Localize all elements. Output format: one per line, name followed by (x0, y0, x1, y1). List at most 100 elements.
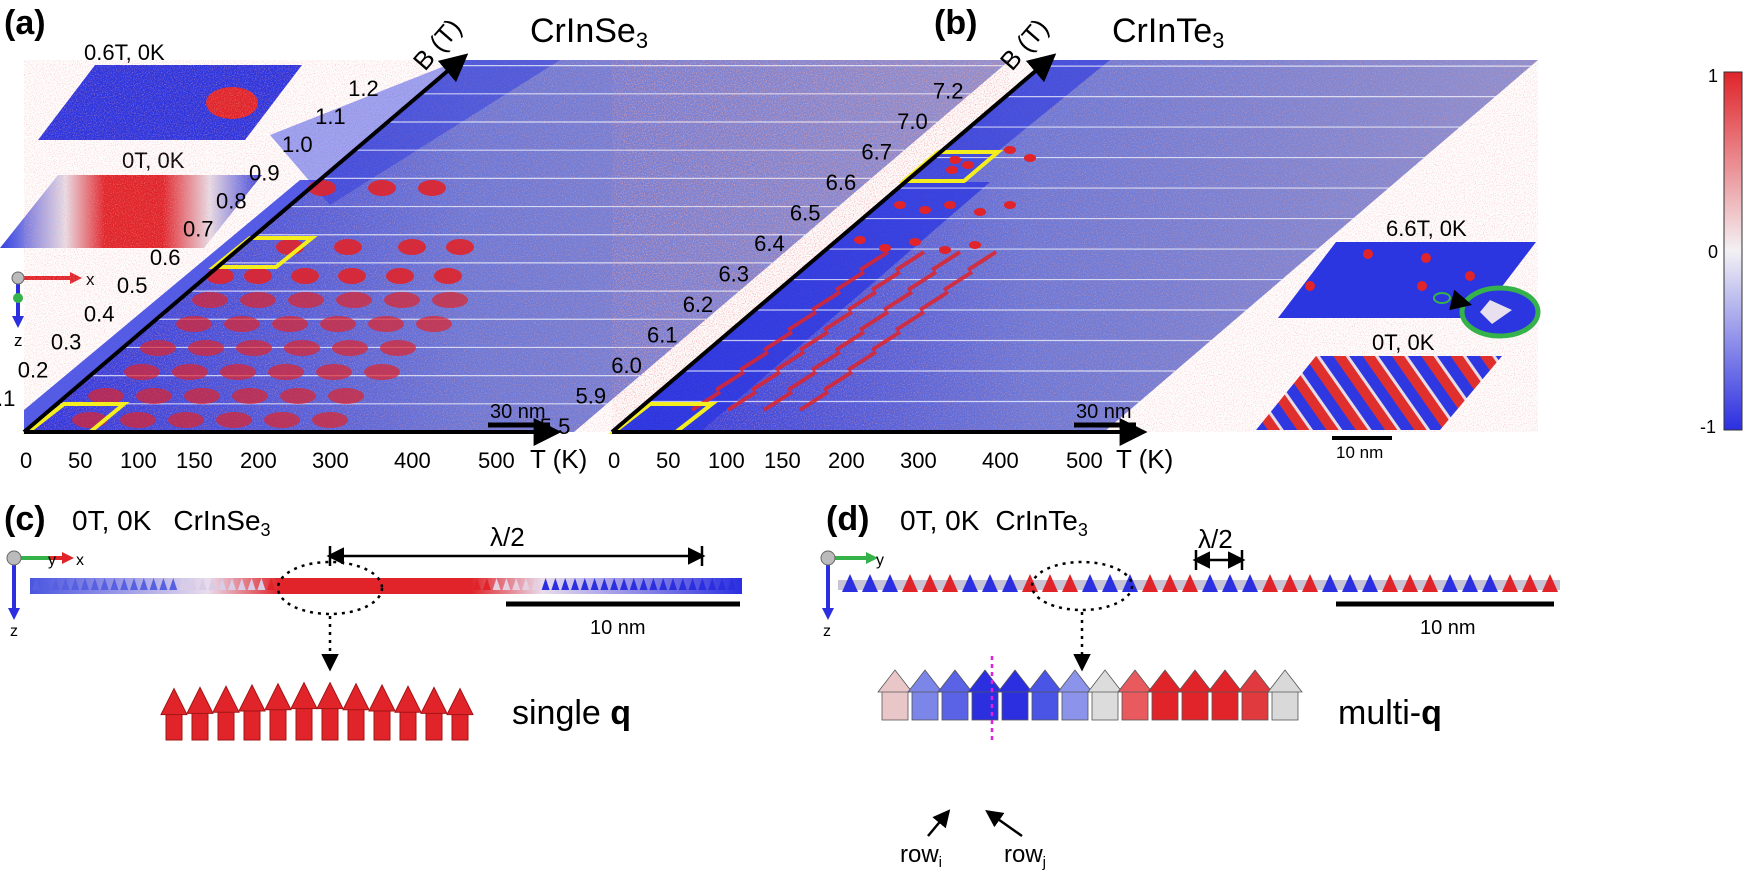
t-tick-b-0: 0 (608, 448, 620, 473)
t-tick-a-6: 400 (394, 448, 431, 473)
axis-icon-d: y z (820, 550, 884, 640)
panel-a-title: CrInSe3 (530, 12, 648, 53)
skyrmion-b-6 (919, 206, 931, 214)
b-tick-a-4: 0.4 (84, 301, 115, 326)
skyrmion-b-4 (1024, 154, 1036, 162)
skyrmion-a-1 (368, 180, 396, 196)
zoom-d-block-10 (1181, 689, 1209, 721)
inset-a-bottom-label: 0T, 0K (122, 148, 185, 173)
spin-chain-d (838, 580, 1560, 590)
zoom-d-block-12 (1241, 689, 1269, 721)
t-axis-label-a: T (K) (530, 444, 587, 474)
panel-c-label: (c) (4, 500, 46, 538)
b-tick-b-4: 6.2 (683, 292, 714, 317)
row-i-label: rowi (900, 841, 942, 871)
skyrmion-a-5 (398, 239, 426, 255)
b-tick-a-7: 0.7 (183, 217, 214, 242)
panel-b-title: CrInTe3 (1112, 12, 1224, 53)
zoom-c-shaft-2 (217, 709, 235, 741)
panel-b-label: (b) (934, 4, 977, 42)
b-tick-b-8: 6.6 (826, 170, 857, 195)
inset-b-bottom-label: 0T, 0K (1372, 330, 1435, 355)
zoom-d-block-7 (1091, 689, 1119, 721)
lambda-d: λ/2 (1198, 524, 1233, 554)
zoom-caption-d: multi-q (1338, 694, 1442, 732)
skyrmion-a-12 (434, 268, 462, 284)
b-tick-a-11: 1.1 (315, 104, 346, 129)
zoom-d-block-4 (1001, 689, 1029, 721)
inset-b-skyrmion-1 (1421, 253, 1431, 263)
zoom-c-head-10 (420, 686, 448, 714)
skyrmion-b-12 (909, 238, 921, 246)
svg-text:x: x (76, 552, 84, 569)
b-tick-a-12: 1.2 (348, 76, 379, 101)
zoom-c-head-11 (446, 687, 474, 716)
skyrmion-b-10 (854, 236, 866, 244)
zoom-c-head-8 (368, 683, 396, 712)
skyrmion-b-8 (974, 208, 986, 216)
skyrmion-a-6 (446, 239, 474, 255)
scale-bar-b-label: 30 nm (1076, 401, 1132, 423)
zoom-c-head-5 (290, 681, 318, 710)
zoom-c-shaft-5 (295, 706, 313, 741)
skyrmion-a-2 (418, 180, 446, 196)
inset-a-top-label: 0.6T, 0K (84, 40, 165, 65)
zoom-d-block-5 (1031, 689, 1059, 721)
scale-bar-a-label: 30 nm (490, 401, 546, 423)
t-tick-a-0: 0 (20, 448, 32, 473)
zoom-d-block-3 (971, 689, 999, 721)
t-tick-b-6: 400 (982, 448, 1019, 473)
zoom-c-head-1 (186, 686, 214, 714)
b-axis-a (22, 53, 469, 434)
b-tick-a-8: 0.8 (216, 189, 247, 214)
zoom-caption-c: single q (512, 694, 631, 732)
inset-b-scale-label: 10 nm (1336, 443, 1383, 462)
inset-b-skyrmion-4 (1305, 281, 1315, 291)
zoom-d-block-2 (941, 689, 969, 721)
skyrmion-b-11 (879, 244, 891, 252)
b-tick-a-2: 0.2 (18, 358, 49, 383)
zoom-c-head-3 (238, 683, 266, 712)
zoom-c-head-6 (316, 681, 344, 710)
b-tick-b-10: 7.0 (897, 109, 928, 134)
t-tick-a-1: 50 (68, 448, 92, 473)
t-tick-b-3: 150 (764, 448, 801, 473)
zoom-region-c (276, 560, 384, 616)
skyrmion-b-5 (894, 201, 906, 209)
skyrmion-b-2 (946, 166, 958, 174)
zoom-d-block-1 (911, 689, 939, 721)
inset-b-stripes (1256, 356, 1502, 430)
inset-b-skyrmion-2 (1465, 271, 1475, 281)
inset-a-skyrmion (38, 65, 302, 140)
skyrmion-a-11 (386, 268, 414, 284)
skyrmion-b-14 (969, 241, 981, 249)
t-axis-label-b: T (K) (1116, 444, 1173, 474)
b-tick-a-1: 0.1 (0, 386, 15, 411)
zoom-c-shaft-3 (243, 708, 261, 741)
colorbar (1723, 71, 1743, 431)
colorbar-mid: 0 (1708, 242, 1718, 262)
svg-text:z: z (14, 331, 23, 350)
panel-d-label: (d) (826, 500, 869, 538)
zoom-d-block-13 (1271, 689, 1299, 721)
colorbar-max: 1 (1708, 66, 1718, 86)
t-tick-b-4: 200 (828, 448, 865, 473)
zoom-region-d (1030, 560, 1134, 612)
axis-icon-a: x z (11, 270, 95, 350)
b-tick-a-9: 0.9 (249, 160, 280, 185)
skyrmion-b-1 (962, 161, 974, 169)
zoom-d-block-6 (1061, 689, 1089, 721)
svg-text:z: z (10, 623, 18, 640)
skyrmion-a-4 (334, 239, 362, 255)
b-axis-b (610, 53, 1057, 434)
skyrmion-a-8 (244, 268, 272, 284)
t-tick-b-5: 300 (900, 448, 937, 473)
zoom-arrows-c (160, 681, 474, 741)
inset-a-stripe (0, 175, 262, 248)
zoom-c-shaft-8 (373, 708, 391, 741)
b-tick-b-5: 6.3 (718, 262, 749, 287)
inset-a-skyrmion-core (206, 87, 258, 119)
panel-d-title: 0T, 0K CrInTe3 (900, 505, 1088, 540)
inset-b-skyrmion-3 (1417, 281, 1427, 291)
skyrmion-b-7 (944, 201, 956, 209)
